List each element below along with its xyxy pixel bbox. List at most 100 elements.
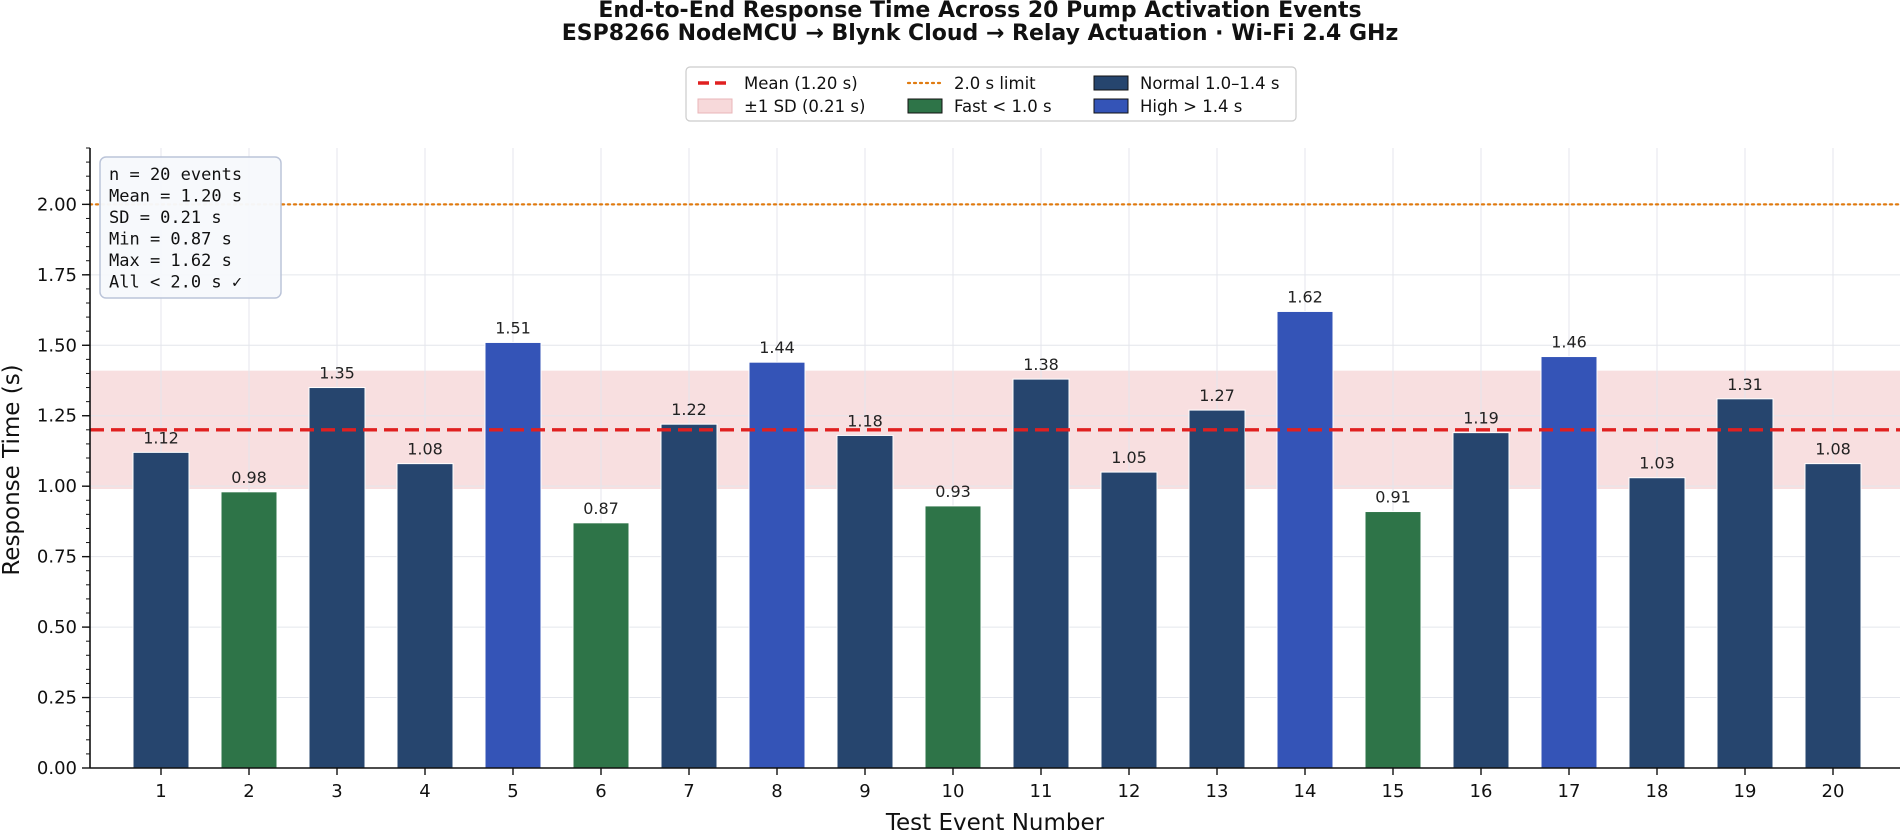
x-tick-label: 13 bbox=[1206, 781, 1229, 802]
value-label-event-17: 1.46 bbox=[1551, 333, 1587, 352]
legend: Mean (1.20 s) ±1 SD (0.21 s) 2.0 s limit Fa… bbox=[685, 66, 1297, 122]
legend-label-6: High > 1.4 s bbox=[1140, 97, 1242, 116]
stats-line-1: n = 20 events bbox=[109, 165, 242, 185]
value-label-event-18: 1.03 bbox=[1639, 454, 1675, 473]
x-tick-label: 19 bbox=[1734, 781, 1757, 802]
reference-lines-group bbox=[88, 203, 1900, 432]
x-tick-label: 20 bbox=[1822, 781, 1845, 802]
value-label-event-2: 0.98 bbox=[231, 468, 267, 487]
value-label-event-8: 1.44 bbox=[759, 338, 795, 357]
x-tick-label: 12 bbox=[1118, 781, 1141, 802]
x-tick-label: 17 bbox=[1558, 781, 1581, 802]
bar-event-20 bbox=[1804, 463, 1862, 769]
bar-event-12 bbox=[1100, 471, 1158, 769]
value-label-event-4: 1.08 bbox=[407, 440, 443, 459]
axes-group: 0.000.250.500.751.001.251.501.752.001 2 3 4… bbox=[37, 147, 1900, 802]
value-label-event-20: 1.08 bbox=[1815, 440, 1851, 459]
value-label-event-16: 1.19 bbox=[1463, 409, 1499, 428]
value-label-event-19: 1.31 bbox=[1727, 375, 1763, 394]
value-label-event-15: 0.91 bbox=[1375, 488, 1411, 507]
value-label-event-9: 1.18 bbox=[847, 411, 883, 430]
stats-line-2: Mean = 1.20 s bbox=[109, 187, 242, 207]
stats-line-3: SD = 0.21 s bbox=[109, 208, 222, 228]
x-tick-label: 8 bbox=[771, 781, 782, 802]
bar-event-16 bbox=[1452, 432, 1510, 769]
x-tick-label: 15 bbox=[1382, 781, 1405, 802]
legend-label-4: Fast < 1.0 s bbox=[954, 97, 1052, 116]
bar-event-5 bbox=[484, 341, 542, 769]
y-tick-label: 0.50 bbox=[37, 617, 77, 638]
y-tick-label: 1.75 bbox=[37, 265, 77, 286]
x-tick-label: 9 bbox=[859, 781, 870, 802]
bar-event-10 bbox=[924, 505, 982, 769]
stats-frame bbox=[99, 156, 282, 299]
value-label-event-12: 1.05 bbox=[1111, 448, 1147, 467]
bar-event-13 bbox=[1188, 409, 1246, 769]
value-label-event-6: 0.87 bbox=[583, 499, 619, 518]
legend-swatch-normal bbox=[1093, 75, 1129, 91]
value-label-event-11: 1.38 bbox=[1023, 355, 1059, 374]
legend-frame bbox=[685, 66, 1297, 122]
bar-event-2 bbox=[220, 491, 278, 769]
value-label-event-10: 0.93 bbox=[935, 482, 971, 501]
legend-swatch-sd-band bbox=[697, 98, 733, 114]
x-tick-label: 14 bbox=[1294, 781, 1317, 802]
value-label-event-14: 1.62 bbox=[1287, 287, 1323, 306]
bar-event-8 bbox=[748, 361, 806, 769]
y-tick-label: 1.50 bbox=[37, 335, 77, 356]
y-axis-title: Response Time (s) bbox=[0, 364, 25, 575]
x-tick-label: 5 bbox=[507, 781, 518, 802]
legend-label-3: 2.0 s limit bbox=[954, 74, 1036, 93]
bar-event-4 bbox=[396, 463, 454, 769]
x-tick-label: 6 bbox=[595, 781, 606, 802]
x-axis-title: Test Event Number bbox=[885, 810, 1105, 830]
x-tick-label: 7 bbox=[683, 781, 694, 802]
bar-event-11 bbox=[1012, 378, 1070, 769]
bar-event-9 bbox=[836, 434, 894, 769]
bar-event-7 bbox=[660, 423, 718, 769]
value-label-event-7: 1.22 bbox=[671, 400, 707, 419]
stats-line-5: Max = 1.62 s bbox=[109, 251, 232, 271]
bar-event-14 bbox=[1276, 310, 1334, 769]
stats-line-6: All < 2.0 s ✓ bbox=[109, 273, 242, 293]
y-tick-label: 0.75 bbox=[37, 547, 77, 568]
chart-title-line1: End-to-End Response Time Across 20 Pump … bbox=[598, 0, 1361, 23]
y-tick-label: 2.00 bbox=[37, 194, 77, 215]
legend-swatch-high bbox=[1093, 98, 1129, 114]
bar-event-19 bbox=[1716, 398, 1774, 769]
legend-label-5: Normal 1.0–1.4 s bbox=[1140, 74, 1280, 93]
legend-swatch-fast bbox=[907, 98, 943, 114]
y-tick-label: 0.00 bbox=[37, 758, 77, 779]
y-tick-label: 1.25 bbox=[37, 406, 77, 427]
value-label-event-5: 1.51 bbox=[495, 318, 531, 337]
bar-event-15 bbox=[1364, 511, 1422, 769]
stats-line-4: Min = 0.87 s bbox=[109, 230, 232, 250]
bar-event-1 bbox=[132, 451, 190, 769]
bar-event-6 bbox=[572, 522, 630, 769]
bar-event-18 bbox=[1628, 477, 1686, 769]
x-tick-label: 16 bbox=[1470, 781, 1493, 802]
value-label-event-3: 1.35 bbox=[319, 364, 355, 383]
bars-group bbox=[132, 310, 1862, 769]
value-labels-group: 1.12 0.98 1.35 1.08 1.51 0.87 1.22 1.44 1.18 0.93… bbox=[143, 287, 1851, 517]
value-label-event-1: 1.12 bbox=[143, 428, 179, 447]
legend-label-1: Mean (1.20 s) bbox=[744, 74, 858, 93]
x-tick-label: 11 bbox=[1030, 781, 1053, 802]
x-tick-label: 10 bbox=[942, 781, 965, 802]
legend-label-2: ±1 SD (0.21 s) bbox=[744, 97, 865, 116]
y-tick-label: 1.00 bbox=[37, 476, 77, 497]
x-tick-label: 3 bbox=[331, 781, 342, 802]
x-tick-label: 4 bbox=[419, 781, 430, 802]
x-tick-label: 1 bbox=[155, 781, 166, 802]
x-tick-label: 18 bbox=[1646, 781, 1669, 802]
chart-title-line2: ESP8266 NodeMCU → Blynk Cloud → Relay Ac… bbox=[562, 21, 1399, 46]
value-label-event-13: 1.27 bbox=[1199, 386, 1235, 405]
x-tick-label: 2 bbox=[243, 781, 254, 802]
bar-event-3 bbox=[308, 387, 366, 769]
title-group: End-to-End Response Time Across 20 Pump … bbox=[562, 0, 1399, 46]
y-tick-label: 0.25 bbox=[37, 688, 77, 709]
bar-event-17 bbox=[1540, 356, 1598, 769]
